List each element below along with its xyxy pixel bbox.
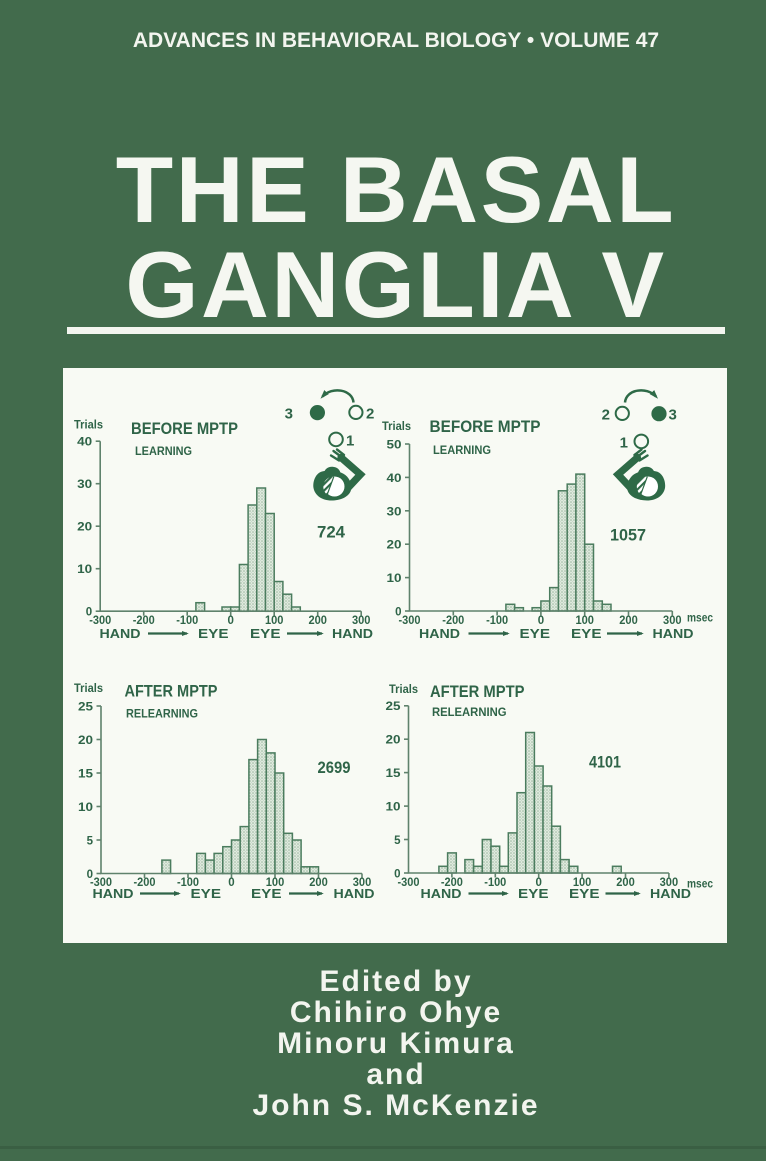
svg-text:EYE: EYE: [251, 886, 282, 901]
svg-text:EYE: EYE: [571, 626, 602, 641]
svg-text:10: 10: [77, 564, 92, 576]
svg-text:2: 2: [366, 406, 374, 423]
svg-text:EYE: EYE: [250, 626, 281, 641]
svg-text:2699: 2699: [318, 758, 351, 777]
svg-text:724: 724: [317, 523, 346, 542]
svg-text:RELEARNING: RELEARNING: [432, 705, 507, 719]
svg-text:100: 100: [265, 615, 284, 627]
svg-text:15: 15: [78, 769, 94, 781]
svg-text:HAND: HAND: [332, 626, 373, 641]
svg-text:Trials: Trials: [74, 418, 103, 432]
svg-text:20: 20: [78, 735, 93, 747]
svg-text:5: 5: [394, 835, 401, 847]
svg-text:2: 2: [602, 407, 610, 424]
svg-text:0: 0: [395, 607, 401, 619]
svg-text:15: 15: [386, 768, 402, 780]
svg-text:LEARNING: LEARNING: [433, 443, 491, 457]
svg-text:-200: -200: [442, 615, 464, 627]
svg-text:-100: -100: [486, 615, 508, 627]
svg-text:300: 300: [353, 877, 372, 889]
svg-text:200: 200: [309, 877, 328, 889]
svg-text:0: 0: [86, 607, 92, 619]
svg-text:1: 1: [620, 435, 628, 452]
svg-text:BEFORE MPTP: BEFORE MPTP: [131, 419, 238, 438]
svg-text:30: 30: [387, 506, 402, 518]
svg-text:-100: -100: [176, 615, 198, 627]
svg-text:100: 100: [573, 877, 592, 889]
svg-text:AFTER MPTP: AFTER MPTP: [430, 682, 525, 701]
svg-text:EYE: EYE: [569, 886, 600, 901]
svg-text:Trials: Trials: [389, 682, 418, 696]
svg-text:EYE: EYE: [191, 886, 222, 901]
svg-text:msec: msec: [687, 613, 714, 625]
svg-text:3: 3: [669, 407, 677, 424]
svg-text:HAND: HAND: [653, 626, 694, 641]
svg-text:0: 0: [535, 877, 541, 889]
svg-text:HAND: HAND: [421, 886, 462, 901]
svg-text:HAND: HAND: [100, 626, 141, 641]
svg-text:1: 1: [346, 433, 354, 450]
svg-text:-200: -200: [133, 615, 155, 627]
svg-text:10: 10: [386, 802, 401, 814]
svg-text:50: 50: [387, 440, 402, 452]
svg-text:20: 20: [387, 540, 402, 552]
svg-text:30: 30: [77, 479, 92, 491]
svg-text:40: 40: [387, 473, 402, 485]
svg-text:0: 0: [87, 869, 93, 881]
svg-text:10: 10: [78, 802, 93, 814]
svg-text:-300: -300: [90, 877, 112, 889]
svg-text:-300: -300: [398, 877, 420, 889]
svg-text:-100: -100: [484, 877, 506, 889]
svg-text:10: 10: [387, 573, 402, 585]
svg-text:-300: -300: [89, 615, 111, 627]
svg-text:-200: -200: [441, 877, 463, 889]
svg-text:EYE: EYE: [198, 626, 229, 641]
svg-text:200: 200: [619, 615, 638, 627]
svg-text:4101: 4101: [589, 753, 621, 772]
svg-text:AFTER MPTP: AFTER MPTP: [125, 682, 218, 701]
svg-text:HAND: HAND: [334, 886, 375, 901]
svg-text:100: 100: [575, 615, 594, 627]
svg-text:0: 0: [228, 877, 234, 889]
svg-text:20: 20: [77, 522, 92, 534]
svg-text:-100: -100: [177, 877, 199, 889]
svg-text:300: 300: [663, 615, 682, 627]
svg-text:3: 3: [285, 406, 293, 423]
svg-text:1057: 1057: [610, 526, 646, 545]
svg-text:HAND: HAND: [93, 886, 134, 901]
svg-text:LEARNING: LEARNING: [135, 444, 192, 458]
svg-text:25: 25: [78, 702, 94, 714]
svg-text:0: 0: [394, 869, 400, 881]
svg-text:HAND: HAND: [419, 626, 460, 641]
svg-text:EYE: EYE: [520, 626, 551, 641]
svg-text:25: 25: [386, 701, 402, 713]
svg-text:msec: msec: [687, 879, 714, 891]
svg-text:100: 100: [266, 877, 285, 889]
svg-text:20: 20: [386, 735, 401, 747]
svg-text:200: 200: [308, 615, 327, 627]
svg-text:5: 5: [87, 836, 94, 848]
svg-text:300: 300: [352, 615, 371, 627]
svg-text:-200: -200: [134, 877, 156, 889]
svg-text:RELEARNING: RELEARNING: [126, 707, 198, 721]
svg-text:Trials: Trials: [74, 681, 103, 695]
svg-text:-300: -300: [399, 615, 421, 627]
svg-text:200: 200: [616, 877, 635, 889]
svg-text:BEFORE MPTP: BEFORE MPTP: [430, 417, 541, 436]
svg-text:300: 300: [660, 877, 679, 889]
svg-text:40: 40: [77, 437, 92, 449]
svg-text:0: 0: [227, 615, 233, 627]
svg-text:Trials: Trials: [382, 419, 411, 433]
svg-text:0: 0: [538, 615, 544, 627]
svg-text:HAND: HAND: [650, 886, 691, 901]
svg-text:EYE: EYE: [518, 886, 549, 901]
